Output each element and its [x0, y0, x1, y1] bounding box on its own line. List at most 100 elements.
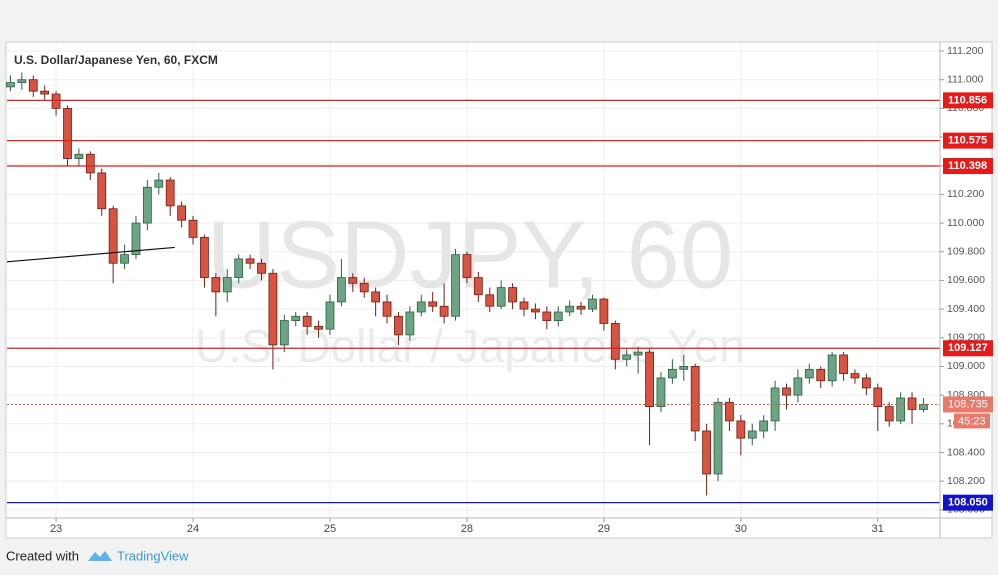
candle-body [861, 377, 871, 389]
countdown-badge [954, 413, 990, 429]
x-tick-label: 25 [324, 523, 336, 535]
candle-body [542, 311, 552, 321]
y-tick-label: 109.800 [947, 246, 985, 258]
level-badge [943, 132, 993, 149]
candle-body [428, 301, 438, 307]
level-badge [943, 494, 993, 511]
candle-body [473, 277, 483, 296]
candle-body [576, 305, 586, 310]
candle-body [302, 315, 312, 327]
level-badge [943, 340, 993, 357]
candle-body [405, 311, 415, 336]
candle-body [519, 301, 529, 310]
y-tick-label: 110.000 [947, 217, 984, 229]
candle-body [325, 301, 335, 330]
candle-body [142, 186, 152, 224]
candle-body [245, 258, 255, 264]
level-label: 110.856 [948, 94, 987, 106]
candle-body [462, 254, 472, 278]
candle-body [919, 404, 928, 410]
candle-body [588, 298, 597, 310]
candle-body [633, 351, 643, 356]
logo-icon [88, 551, 112, 561]
x-tick-label: 31 [872, 523, 884, 535]
y-tick-label: 111.000 [947, 73, 984, 85]
candle-body [188, 219, 198, 238]
level-label: 108.050 [948, 497, 988, 509]
candle-body [268, 272, 278, 346]
candle-body [131, 222, 141, 256]
footer-brand[interactable]: TradingView [117, 548, 189, 563]
y-tick-label: 109.000 [947, 360, 985, 372]
candle-body [496, 287, 506, 307]
footer-created: Created with [6, 548, 79, 563]
candle-body [599, 298, 609, 324]
candle-body [610, 323, 620, 360]
chart-title: U.S. Dollar/Japanese Yen, 60, FXCM [14, 53, 218, 67]
candle-body [759, 420, 769, 432]
candle-body [839, 354, 848, 375]
candle-body [165, 179, 175, 207]
candle-body [6, 82, 15, 88]
candle-body [531, 308, 540, 313]
candle-body [439, 305, 449, 317]
trend-line [6, 246, 175, 263]
candle-body [222, 277, 232, 293]
candle-body [211, 277, 221, 293]
candle-body [40, 90, 50, 95]
candle-body [85, 153, 95, 174]
current-price-label: 108.735 [948, 398, 988, 410]
candle-body [74, 153, 84, 159]
x-tick-label: 24 [187, 523, 199, 535]
candle-body [371, 291, 381, 303]
y-tick-label: 108.200 [947, 475, 985, 487]
candle-body [827, 354, 837, 382]
candle-body [17, 79, 27, 83]
candle-body [793, 377, 803, 396]
candle-body [656, 377, 666, 407]
candle-body [416, 301, 426, 313]
candle-body [154, 179, 164, 188]
candle-body [291, 315, 301, 321]
candle-body [850, 373, 860, 379]
level-label: 110.398 [948, 160, 987, 172]
candle-body [108, 208, 118, 264]
candle-body [314, 325, 323, 330]
candle-body [200, 237, 209, 278]
candle-body [553, 311, 563, 321]
watermark-subtitle: U.S. Dollar / Japanese Yen [195, 320, 745, 372]
candle-body [63, 107, 72, 159]
candle-body [394, 315, 403, 336]
candle-body [508, 287, 517, 303]
candle-body [667, 368, 677, 379]
candle-body [28, 79, 38, 92]
candle-body [257, 262, 266, 274]
candle-body [645, 351, 654, 407]
level-badge [943, 158, 993, 175]
candle-body [702, 430, 712, 475]
candle-body [622, 354, 632, 360]
candle-body [713, 401, 723, 475]
countdown: 45:23 [958, 415, 986, 427]
candle-body [725, 401, 734, 422]
candle-body [97, 172, 107, 210]
candle-body [565, 305, 575, 313]
x-tick-label: 30 [735, 523, 747, 535]
x-tick-label: 23 [50, 523, 62, 535]
candle-body [279, 320, 289, 346]
candle-body [51, 93, 61, 109]
candle-body [234, 258, 244, 278]
level-label: 110.575 [948, 135, 987, 147]
y-tick-label: 111.200 [947, 45, 984, 57]
candle-body [485, 294, 495, 307]
candle-body [451, 254, 460, 317]
candle-body [816, 368, 826, 382]
candle-body [359, 282, 369, 293]
candle-body [747, 430, 757, 439]
x-tick-label: 28 [461, 523, 473, 535]
candle-body [337, 277, 346, 303]
x-tick-label: 29 [598, 523, 610, 535]
candle-body [907, 397, 917, 410]
